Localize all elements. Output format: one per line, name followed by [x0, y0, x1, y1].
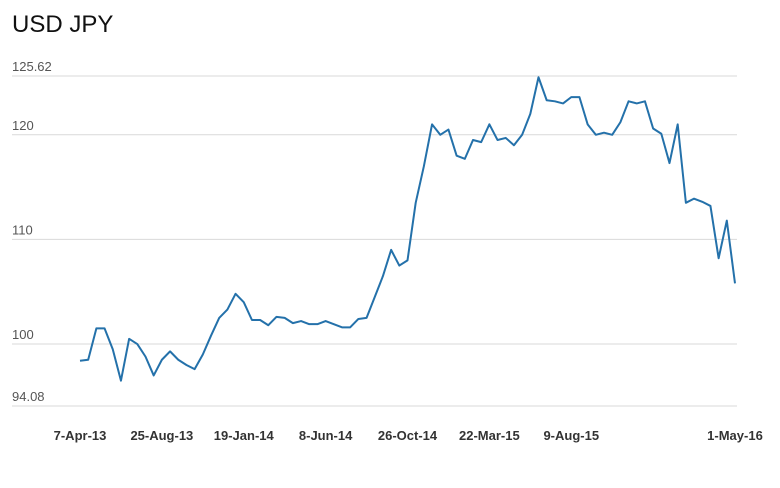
x-tick-label: 8-Jun-14: [299, 428, 353, 443]
y-tick-label: 100: [12, 327, 34, 342]
y-tick-label: 120: [12, 118, 34, 133]
y-tick-label: 110: [12, 222, 33, 237]
x-tick-label: 9-Aug-15: [543, 428, 599, 443]
price-line: [79, 76, 736, 382]
x-tick-label: 19-Jan-14: [214, 428, 275, 443]
x-tick-label: 26-Oct-14: [378, 428, 438, 443]
x-tick-label: 22-Mar-15: [459, 428, 520, 443]
y-tick-label: 125.62: [12, 59, 52, 74]
chart-title: USD JPY: [12, 11, 113, 38]
y-tick-label: 94.08: [12, 389, 45, 404]
x-tick-label: 1-May-16: [707, 428, 763, 443]
x-tick-label: 25-Aug-13: [130, 428, 193, 443]
x-tick-label: 7-Apr-13: [54, 428, 107, 443]
